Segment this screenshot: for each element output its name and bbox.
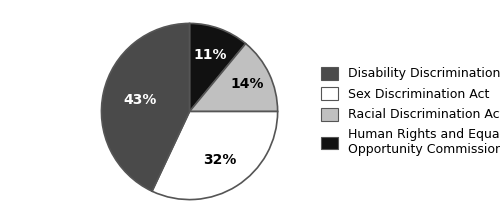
Wedge shape xyxy=(152,112,278,200)
Text: 43%: 43% xyxy=(123,93,156,107)
Wedge shape xyxy=(102,23,190,191)
Wedge shape xyxy=(190,23,246,112)
Text: 11%: 11% xyxy=(193,48,226,62)
Text: 14%: 14% xyxy=(230,78,264,91)
Wedge shape xyxy=(190,44,278,112)
Legend: Disability Discrimination Act, Sex Discrimination Act, Racial Discrimination Act: Disability Discrimination Act, Sex Discr… xyxy=(317,63,500,160)
Text: 32%: 32% xyxy=(204,153,237,167)
